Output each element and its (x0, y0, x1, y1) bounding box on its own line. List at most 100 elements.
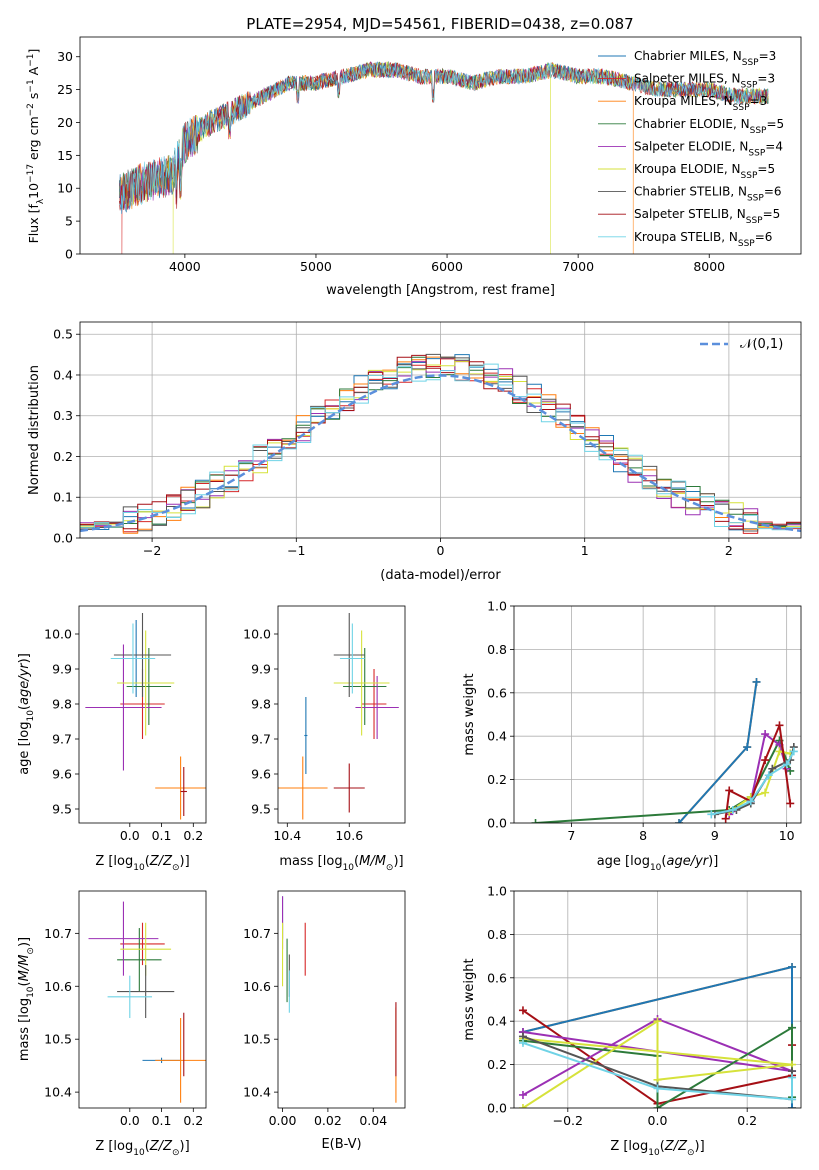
weight-marker (518, 1006, 527, 1015)
x-tick-label: 0.0 (120, 1113, 140, 1128)
spectrum-axes: 4000 5000 6000 7000 8000 0 5 10 15 20 25 30 waveleng… (26, 36, 802, 298)
y-axis-label: mass weight (462, 958, 477, 1040)
x-tick-label: −2 (143, 543, 161, 558)
text-span: =3 (757, 72, 775, 86)
y-tick-label: 9.9 (52, 662, 72, 677)
axes-frame (79, 321, 802, 539)
text-span: SSP (738, 239, 755, 249)
mass-vs-ebv-axes: 0.00 0.02 0.04 10.4 10.5 10.6 10.7 E(B-V) (243, 890, 406, 1152)
text-span: Z/Z (149, 1139, 173, 1154)
x-tick-label: 6000 (431, 259, 463, 274)
text-span: ⊙ (386, 863, 394, 873)
spectrum-line-kroupa-stelib (119, 62, 769, 210)
y-tick-label: 0.4 (53, 367, 73, 382)
weight-line-kroupa-stelib (522, 1041, 793, 1101)
axes-frame (513, 605, 802, 824)
text-span: =3 (750, 94, 768, 108)
y-tick-label: 5 (65, 214, 73, 229)
x-axis-label: Z [log10(Z/Z⊙)] (95, 1139, 189, 1158)
y-tick-label: 0.6 (487, 685, 507, 700)
y-tick-label: 0.3 (53, 408, 73, 423)
x-tick-label: 0.02 (314, 1113, 342, 1128)
text-span: −2 (26, 103, 36, 116)
text-span: erg cm (26, 116, 41, 164)
text-span: s (26, 93, 41, 104)
weights-vs-age-axes: 7 8 9 10 0.0 0.2 0.4 0.6 0.8 1.0 mass weight age [l… (462, 599, 802, 873)
text-span: age [log (17, 722, 32, 775)
y-tick-label: 0.4 (487, 729, 507, 744)
y-tick-label: 9.6 (251, 767, 271, 782)
weight-marker (788, 1104, 797, 1108)
x-tick-label: 8000 (693, 259, 725, 274)
weight-line-salpeter-stelib (724, 724, 792, 819)
mass-vs-z-axes: 0.0 0.1 0.210.410.510.610.7Z [log10(Z/Z⊙)]… (17, 890, 207, 1158)
text-span: ( (17, 981, 32, 986)
x-tick-label: 0.00 (269, 1113, 297, 1128)
axes-frame (78, 605, 207, 824)
plot-area (119, 60, 769, 254)
text-span: SSP (741, 81, 758, 91)
y-tick-label: 1.0 (487, 884, 507, 899)
weight-marker (761, 730, 770, 739)
x-axis-label: (data-model)/error (380, 568, 501, 583)
y-tick-label: 9.9 (251, 662, 271, 677)
axes-frame (513, 890, 802, 1109)
text-span: )] (17, 937, 32, 947)
text-span: ⊙ (26, 947, 36, 955)
x-tick-label: 4000 (169, 259, 201, 274)
text-span: −1 (26, 54, 36, 67)
legend-entry: Chabrier ELODIE, NSSP=5 (634, 117, 784, 136)
x-tick-label: 0.2 (183, 1113, 203, 1128)
text-span: Chabrier ELODIE, N (634, 117, 750, 131)
weight-marker (725, 786, 734, 795)
y-tick-label: 10.0 (44, 627, 72, 642)
y-tick-label: 0.2 (487, 772, 507, 787)
text-span: Salpeter MILES, N (634, 72, 741, 86)
text-span: mass [log (279, 854, 342, 869)
text-span: )] (708, 854, 718, 869)
x-axis-label: age [log10(age/yr)] (597, 854, 719, 873)
plot-area (278, 613, 399, 820)
text-span: ] (26, 49, 41, 54)
weight-marker (789, 747, 798, 756)
y-axis-label: Normed distribution (27, 365, 42, 495)
axes-frame (277, 605, 406, 824)
text-span: A (26, 66, 41, 79)
text-span: Kroupa STELIB, N (634, 230, 738, 244)
text-span: ( (17, 705, 32, 710)
x-tick-label: 7000 (562, 259, 594, 274)
figure-title: PLATE=2954, MJD=54561, FIBERID=0438, z=0… (246, 15, 633, 33)
x-tick-label: −1 (287, 543, 305, 558)
weight-marker (746, 797, 755, 806)
text-span: SSP (741, 171, 758, 181)
y-axis-label: Flux [fλ10−17 erg cm−2 s−1 A−1] (26, 49, 46, 244)
axes-frame (78, 890, 207, 1109)
histogram-kroupa-elodie (80, 360, 801, 529)
text-span: Z [log (95, 854, 133, 869)
weight-marker (786, 799, 795, 808)
x-tick-label: 2 (725, 543, 733, 558)
histogram-chabrier-miles (80, 354, 801, 531)
text-span: )] (393, 854, 403, 869)
text-span: =6 (755, 230, 773, 244)
weight-marker (653, 1084, 662, 1093)
text-span: =5 (757, 162, 775, 176)
x-axis-label: mass [log10(M/M⊙)] (279, 854, 403, 873)
y-tick-label: 10.4 (243, 1085, 271, 1100)
text-span: Chabrier STELIB, N (634, 185, 747, 199)
text-span: M/M (17, 955, 32, 982)
weight-marker (675, 819, 684, 823)
y-tick-label: 0.0 (53, 531, 73, 546)
weight-marker (707, 810, 716, 819)
y-tick-label: 10.0 (243, 627, 271, 642)
plot-layer: 4000 5000 6000 7000 8000051015202530waveleng… (17, 36, 802, 1158)
weight-marker (761, 756, 770, 765)
text-span: =3 (759, 49, 777, 63)
text-span: =4 (765, 139, 783, 153)
y-tick-label: 15 (57, 148, 73, 163)
y-axis-label: age [log10(age/yr)] (17, 653, 36, 775)
y-tick-label: 10.6 (44, 979, 72, 994)
y-tick-label: 0.5 (53, 327, 73, 342)
x-tick-label: 9 (711, 828, 719, 843)
